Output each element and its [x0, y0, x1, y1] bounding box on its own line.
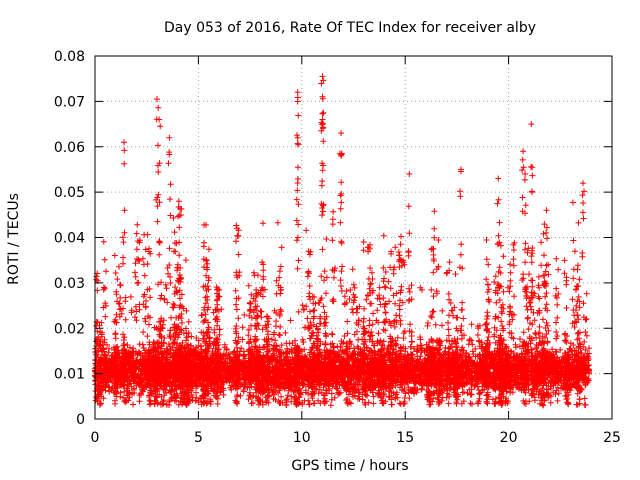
data-point [127, 344, 133, 351]
data-point [237, 392, 244, 399]
data-point [554, 397, 561, 404]
grid-lines [95, 56, 612, 419]
data-point [336, 390, 343, 397]
data-point [553, 387, 560, 394]
data-points [92, 73, 593, 409]
data-point [582, 347, 589, 353]
